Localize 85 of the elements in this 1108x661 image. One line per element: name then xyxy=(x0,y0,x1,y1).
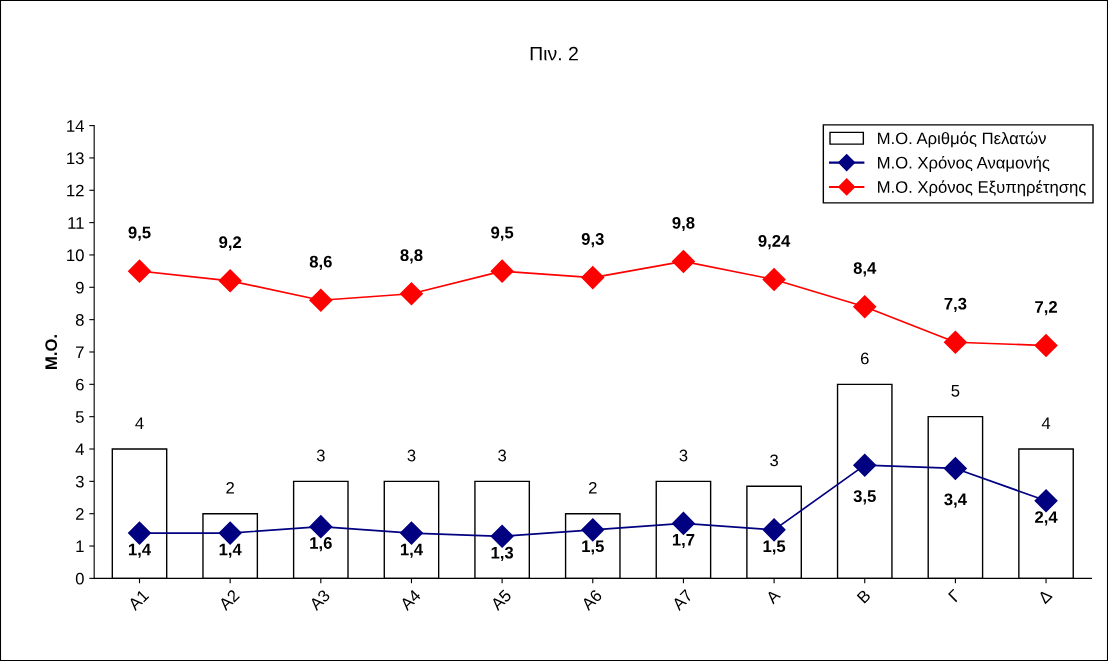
x-tick-label: A2 xyxy=(217,589,240,612)
point xyxy=(581,518,605,542)
point xyxy=(853,453,877,477)
point xyxy=(309,288,333,312)
point xyxy=(943,456,967,480)
point xyxy=(581,266,605,290)
x-tick-label: A5 xyxy=(489,589,512,612)
x-tick-label: A3 xyxy=(308,588,331,612)
point xyxy=(490,259,514,283)
data-label: 4 xyxy=(1041,417,1051,429)
y-tick-label: 0 xyxy=(75,572,84,585)
data-label: 3,5 xyxy=(853,490,876,505)
legend-label: Μ.Ο. Αριθμός Πελατών xyxy=(878,131,1046,148)
chart-title: Πιν. 2 xyxy=(530,46,578,61)
data-label: 1,3 xyxy=(491,546,514,562)
data-label: 1,7 xyxy=(672,534,695,549)
data-label: 1,4 xyxy=(400,543,423,558)
y-tick-label: 8 xyxy=(75,314,84,326)
point xyxy=(399,521,423,545)
point xyxy=(1034,334,1058,358)
data-label: 9,2 xyxy=(219,236,242,251)
x-tick-label: A6 xyxy=(580,588,603,612)
data-label: 6 xyxy=(860,352,869,365)
y-axis-title: Μ.Ο. xyxy=(45,335,58,369)
data-label: 9,3 xyxy=(581,233,604,248)
data-label: 2 xyxy=(226,481,234,494)
data-label: 3,4 xyxy=(944,493,967,508)
y-tick-label: 4 xyxy=(75,443,84,456)
y-tick-label: 5 xyxy=(75,411,84,423)
data-label: 1,4 xyxy=(128,543,151,558)
data-label: 7,2 xyxy=(1035,300,1057,316)
x-tick-label: Β xyxy=(856,589,872,604)
data-label: 9,8 xyxy=(672,216,695,232)
point xyxy=(128,259,152,283)
data-label: 3 xyxy=(407,449,416,462)
data-label: 2 xyxy=(588,481,597,494)
data-label: 7,3 xyxy=(944,297,967,312)
point xyxy=(128,521,152,545)
y-tick-label: 6 xyxy=(76,378,84,391)
y-tick-label: 13 xyxy=(67,152,84,165)
data-label: 3 xyxy=(770,454,778,467)
y-tick-label: 10 xyxy=(67,249,84,262)
y-tick-label: 3 xyxy=(75,475,84,488)
data-label: 9,5 xyxy=(491,226,514,241)
point xyxy=(671,511,695,535)
x-tick-label: A7 xyxy=(671,589,694,612)
x-tick-label: Α xyxy=(765,588,782,605)
y-tick-label: 1 xyxy=(76,540,84,553)
point xyxy=(399,282,423,306)
y-tick-label: 14 xyxy=(67,120,84,132)
data-label: 1,5 xyxy=(582,540,604,555)
x-tick-label: A1 xyxy=(127,589,150,612)
point xyxy=(218,521,242,545)
data-label: 3 xyxy=(316,449,325,462)
point xyxy=(762,268,786,292)
data-label: 4 xyxy=(135,417,144,429)
point xyxy=(218,269,242,293)
data-label: 8,8 xyxy=(400,249,423,264)
data-label: 3 xyxy=(679,449,688,462)
y-tick-label: 12 xyxy=(67,184,84,197)
x-tick-label: Γ xyxy=(948,588,962,603)
legend-label: Μ.Ο. Χρόνος Εξυπηρέτησης xyxy=(878,180,1086,197)
data-label: 5 xyxy=(951,385,960,397)
data-label: 1,6 xyxy=(310,537,332,552)
x-tick-label: Δ xyxy=(1037,588,1053,605)
data-label: 8,6 xyxy=(309,255,332,270)
x-tick-label: A4 xyxy=(399,588,422,612)
data-label: 9,5 xyxy=(128,226,151,241)
data-label: 9,24 xyxy=(758,235,791,250)
data-label: 3 xyxy=(498,449,507,462)
y-tick-label: 7 xyxy=(76,346,84,359)
point xyxy=(1034,489,1058,513)
point xyxy=(853,295,877,319)
point xyxy=(490,524,514,548)
y-tick-label: 2 xyxy=(76,508,84,520)
data-label: 1,5 xyxy=(763,540,786,555)
y-tick-label: 9 xyxy=(75,281,84,294)
data-label: 2,4 xyxy=(1035,511,1058,526)
y-tick-label: 11 xyxy=(68,217,84,229)
point xyxy=(943,330,967,354)
legend-label: Μ.Ο. Χρόνος Αναμονής xyxy=(878,155,1050,172)
data-label: 1,4 xyxy=(219,543,242,558)
point xyxy=(309,515,333,539)
data-label: 8,4 xyxy=(853,262,877,277)
point xyxy=(671,249,695,273)
